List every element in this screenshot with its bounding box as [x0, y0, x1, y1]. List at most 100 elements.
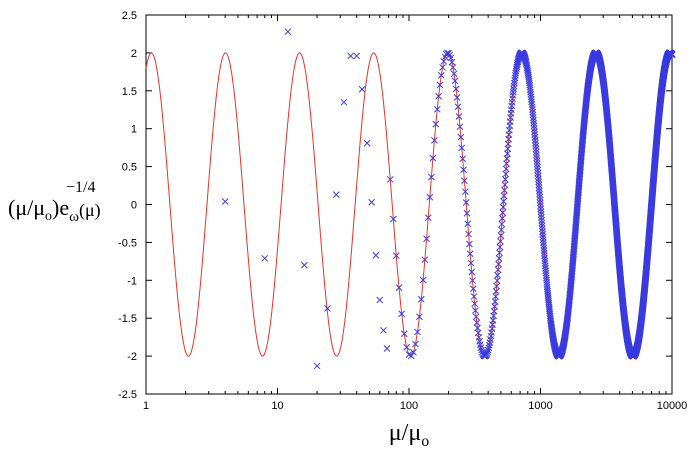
data-point-marker: [461, 177, 468, 185]
y-axis-title-subscript-o: o: [45, 209, 52, 224]
data-point-marker: [499, 209, 507, 217]
y-tick-label: -0.5: [118, 237, 137, 249]
data-point-marker: [456, 123, 464, 131]
y-axis-title-arg: (μ): [79, 200, 101, 221]
data-point-marker: [368, 198, 376, 206]
data-point-marker: [510, 79, 518, 87]
y-tick-label: 1: [131, 124, 137, 136]
data-point-marker: [530, 116, 537, 124]
data-point-marker: [468, 268, 476, 276]
data-point-marker: [500, 192, 508, 200]
data-point-marker: [395, 284, 403, 291]
data-point-marker: [535, 187, 543, 195]
data-point-marker: [510, 82, 518, 90]
data-point-marker: [458, 144, 466, 152]
data-point-marker: [530, 122, 538, 130]
data-point-marker: [494, 266, 502, 274]
data-point-marker: [419, 276, 427, 284]
data-point-marker: [261, 254, 269, 262]
data-point-marker: [536, 193, 544, 201]
data-point-marker: [668, 51, 676, 59]
data-point-marker: [435, 92, 442, 100]
y-axis-title-close: ): [52, 195, 59, 220]
y-tick-label: 2.5: [122, 10, 137, 22]
data-point-marker: [528, 103, 536, 111]
data-point-marker: [453, 94, 461, 101]
data-point-marker: [392, 252, 400, 259]
data-point-marker: [462, 199, 470, 206]
data-point-marker: [538, 214, 545, 221]
data-point-marker: [496, 249, 503, 257]
data-point-marker: [493, 277, 501, 285]
data-point-marker: [459, 155, 467, 163]
data-point-marker: [539, 231, 547, 238]
data-point-marker: [376, 296, 384, 304]
data-point-marker: [447, 54, 455, 62]
data-point-marker: [439, 64, 446, 71]
series-curve: [145, 52, 673, 357]
data-point-marker: [450, 70, 458, 78]
data-point-marker: [539, 228, 546, 235]
data-point-marker: [538, 222, 546, 230]
data-point-marker: [502, 165, 510, 173]
data-point-marker: [540, 249, 548, 257]
data-point-marker: [386, 176, 394, 183]
data-point-marker: [533, 160, 541, 168]
data-point-marker: [501, 186, 508, 194]
data-point-marker: [414, 328, 421, 336]
data-point-marker: [500, 198, 507, 205]
data-point-marker: [440, 57, 448, 65]
data-point-marker: [535, 181, 543, 189]
data-point-marker: [410, 348, 417, 356]
x-tick-label: 10: [271, 400, 283, 412]
y-tick-label: 0: [131, 200, 137, 212]
data-point-marker: [501, 181, 509, 189]
data-point-marker: [532, 145, 540, 153]
data-point-marker: [495, 260, 502, 268]
x-axis-title-subscript: o: [421, 433, 429, 450]
data-point-marker: [535, 184, 543, 192]
data-point-marker: [466, 240, 473, 248]
data-point-marker: [347, 52, 355, 60]
data-point-marker: [300, 261, 308, 269]
data-point-marker: [463, 209, 471, 217]
data-point-marker: [469, 277, 476, 284]
data-point-marker: [428, 173, 435, 181]
data-point-marker: [436, 81, 444, 89]
data-point-marker: [537, 208, 545, 216]
data-point-marker: [417, 295, 425, 303]
y-axis-title-e: e: [59, 195, 69, 220]
y-axis: 2.5 2 1.5 1 0.5 0 -0.5 -1 -1.5 -2 -2.5: [118, 10, 672, 401]
data-point-marker: [529, 114, 537, 121]
x-axis-title: μ/μo: [389, 420, 429, 450]
data-point-marker: [530, 119, 538, 127]
y-tick-label: 1.5: [122, 86, 137, 98]
x-axis-title-main: μ/μ: [389, 420, 421, 446]
data-point-marker: [472, 313, 480, 321]
data-point-marker: [332, 191, 340, 198]
y-axis-title: (μ/μo)eω(μ): [8, 195, 101, 225]
data-point-marker: [284, 28, 292, 36]
data-point-marker: [533, 157, 541, 165]
data-point-marker: [502, 170, 510, 178]
data-point-marker: [466, 250, 474, 258]
data-point-marker: [383, 345, 391, 352]
data-point-marker: [477, 344, 485, 352]
data-point-marker: [497, 237, 504, 245]
data-point-marker: [530, 125, 538, 133]
data-point-marker: [538, 216, 545, 224]
curve-layer: [145, 52, 673, 357]
x-axis: 1 10 100 1000 10000: [143, 15, 687, 412]
data-point-marker: [537, 202, 544, 210]
data-point-marker: [540, 239, 547, 246]
data-point-marker: [426, 193, 434, 201]
data-point-marker: [460, 166, 467, 174]
data-point-marker: [324, 304, 331, 312]
data-point-marker: [469, 285, 477, 293]
data-point-marker: [495, 255, 503, 262]
data-point-marker: [424, 214, 432, 222]
data-point-marker: [421, 256, 429, 264]
marker-layer: [221, 28, 676, 370]
data-point-marker: [455, 113, 463, 120]
data-point-marker: [358, 85, 366, 93]
